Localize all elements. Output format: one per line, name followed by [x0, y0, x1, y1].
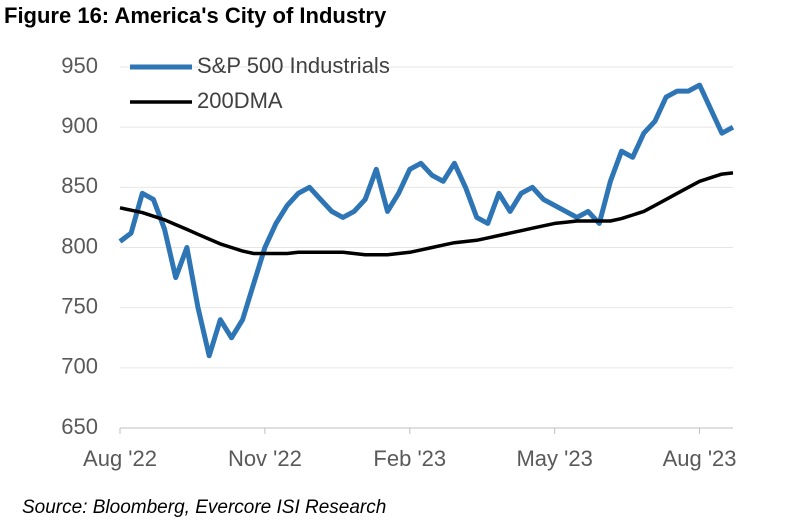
x-tick-label: May '23 [516, 446, 592, 471]
x-tick-label: Nov '22 [228, 446, 302, 471]
y-tick-label: 650 [61, 414, 98, 439]
y-tick-label: 800 [61, 233, 98, 258]
source-note: Source: Bloomberg, Evercore ISI Research [22, 497, 386, 518]
legend-label: S&P 500 Industrials [197, 53, 390, 78]
y-tick-label: 750 [61, 293, 98, 318]
y-tick-label: 950 [61, 53, 98, 78]
legend-label: 200DMA [197, 88, 283, 113]
x-tick-label: Aug '22 [83, 446, 157, 471]
chart-title: Figure 16: America's City of Industry [4, 3, 387, 28]
line-series [119, 171, 734, 257]
y-tick-label: 850 [61, 173, 98, 198]
y-tick-label: 900 [61, 113, 98, 138]
x-tick-label: Feb '23 [373, 446, 446, 471]
x-tick-label: Aug '23 [663, 446, 737, 471]
line-series [118, 82, 735, 359]
y-tick-label: 700 [61, 354, 98, 379]
